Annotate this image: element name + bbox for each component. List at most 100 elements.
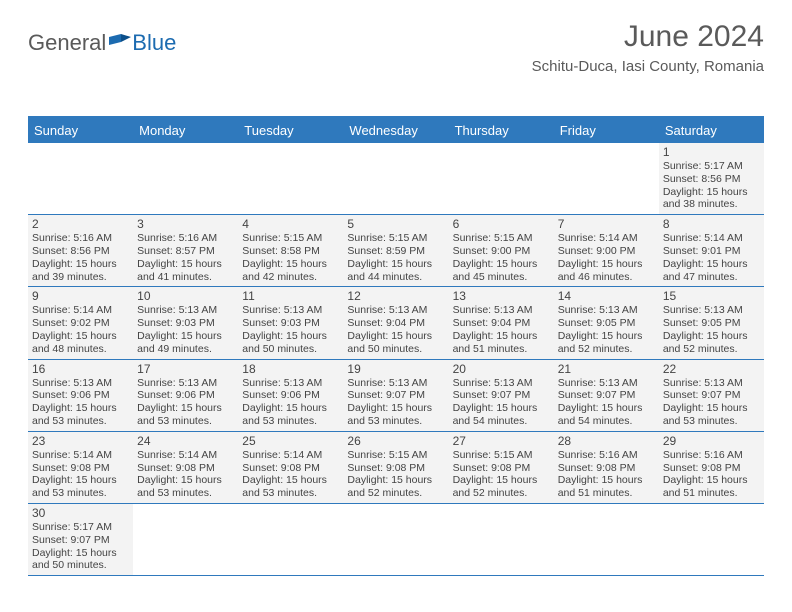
day-cell: 11Sunrise: 5:13 AMSunset: 9:03 PMDayligh… — [238, 287, 343, 358]
day-sunset: Sunset: 8:56 PM — [32, 245, 129, 258]
logo-text-general: General — [28, 30, 106, 56]
day-d1: Daylight: 15 hours — [137, 402, 234, 415]
day-d1: Daylight: 15 hours — [32, 402, 129, 415]
day-d2: and 54 minutes. — [558, 415, 655, 428]
day-cell: 2Sunrise: 5:16 AMSunset: 8:56 PMDaylight… — [28, 215, 133, 286]
location-label: Schitu-Duca, Iasi County, Romania — [532, 58, 764, 75]
day-sunset: Sunset: 9:08 PM — [347, 462, 444, 475]
day-d2: and 53 minutes. — [32, 415, 129, 428]
week-row: 9Sunrise: 5:14 AMSunset: 9:02 PMDaylight… — [28, 287, 764, 359]
weekday-tuesday: Tuesday — [238, 118, 343, 143]
day-sunset: Sunset: 8:56 PM — [663, 173, 760, 186]
day-cell: 10Sunrise: 5:13 AMSunset: 9:03 PMDayligh… — [133, 287, 238, 358]
day-sunrise: Sunrise: 5:13 AM — [558, 304, 655, 317]
day-d1: Daylight: 15 hours — [137, 474, 234, 487]
day-d1: Daylight: 15 hours — [558, 474, 655, 487]
day-cell: 3Sunrise: 5:16 AMSunset: 8:57 PMDaylight… — [133, 215, 238, 286]
day-d2: and 53 minutes. — [32, 487, 129, 500]
day-cell: 5Sunrise: 5:15 AMSunset: 8:59 PMDaylight… — [343, 215, 448, 286]
day-cell: 9Sunrise: 5:14 AMSunset: 9:02 PMDaylight… — [28, 287, 133, 358]
week-row: 23Sunrise: 5:14 AMSunset: 9:08 PMDayligh… — [28, 432, 764, 504]
day-cell-empty — [238, 143, 343, 214]
day-number: 20 — [453, 362, 550, 376]
day-d2: and 44 minutes. — [347, 271, 444, 284]
day-number: 2 — [32, 217, 129, 231]
day-d1: Daylight: 15 hours — [558, 258, 655, 271]
day-cell: 14Sunrise: 5:13 AMSunset: 9:05 PMDayligh… — [554, 287, 659, 358]
day-sunset: Sunset: 9:08 PM — [558, 462, 655, 475]
day-d2: and 52 minutes. — [453, 487, 550, 500]
day-sunrise: Sunrise: 5:15 AM — [453, 232, 550, 245]
day-number: 16 — [32, 362, 129, 376]
day-sunrise: Sunrise: 5:13 AM — [663, 304, 760, 317]
day-cell: 16Sunrise: 5:13 AMSunset: 9:06 PMDayligh… — [28, 360, 133, 431]
day-cell-empty — [554, 143, 659, 214]
day-d1: Daylight: 15 hours — [558, 402, 655, 415]
day-d2: and 48 minutes. — [32, 343, 129, 356]
day-d2: and 38 minutes. — [663, 198, 760, 211]
day-d1: Daylight: 15 hours — [32, 330, 129, 343]
day-number: 22 — [663, 362, 760, 376]
day-sunrise: Sunrise: 5:16 AM — [558, 449, 655, 462]
day-sunrise: Sunrise: 5:13 AM — [137, 304, 234, 317]
day-sunrise: Sunrise: 5:14 AM — [663, 232, 760, 245]
header: General Blue June 2024 Schitu-Duca, Iasi… — [28, 18, 764, 76]
day-cell: 8Sunrise: 5:14 AMSunset: 9:01 PMDaylight… — [659, 215, 764, 286]
day-cell-empty — [554, 504, 659, 575]
day-cell-empty — [133, 504, 238, 575]
day-sunset: Sunset: 9:07 PM — [453, 389, 550, 402]
day-d2: and 45 minutes. — [453, 271, 550, 284]
day-sunrise: Sunrise: 5:13 AM — [32, 377, 129, 390]
day-sunset: Sunset: 9:06 PM — [32, 389, 129, 402]
day-d1: Daylight: 15 hours — [453, 474, 550, 487]
day-cell: 4Sunrise: 5:15 AMSunset: 8:58 PMDaylight… — [238, 215, 343, 286]
day-number: 30 — [32, 506, 129, 520]
day-number: 10 — [137, 289, 234, 303]
day-sunset: Sunset: 9:06 PM — [137, 389, 234, 402]
day-cell: 30Sunrise: 5:17 AMSunset: 9:07 PMDayligh… — [28, 504, 133, 575]
day-sunset: Sunset: 9:07 PM — [347, 389, 444, 402]
day-sunrise: Sunrise: 5:17 AM — [663, 160, 760, 173]
day-d1: Daylight: 15 hours — [32, 258, 129, 271]
day-sunrise: Sunrise: 5:14 AM — [558, 232, 655, 245]
day-number: 23 — [32, 434, 129, 448]
day-cell: 23Sunrise: 5:14 AMSunset: 9:08 PMDayligh… — [28, 432, 133, 503]
day-cell: 17Sunrise: 5:13 AMSunset: 9:06 PMDayligh… — [133, 360, 238, 431]
day-sunrise: Sunrise: 5:15 AM — [242, 232, 339, 245]
day-d1: Daylight: 15 hours — [242, 402, 339, 415]
day-cell-empty — [238, 504, 343, 575]
day-sunset: Sunset: 9:04 PM — [453, 317, 550, 330]
day-sunset: Sunset: 8:58 PM — [242, 245, 339, 258]
day-d1: Daylight: 15 hours — [347, 402, 444, 415]
day-d1: Daylight: 15 hours — [663, 258, 760, 271]
weekday-wednesday: Wednesday — [343, 118, 448, 143]
day-sunrise: Sunrise: 5:16 AM — [663, 449, 760, 462]
day-sunrise: Sunrise: 5:13 AM — [242, 377, 339, 390]
day-number: 29 — [663, 434, 760, 448]
day-sunrise: Sunrise: 5:13 AM — [347, 304, 444, 317]
day-number: 15 — [663, 289, 760, 303]
day-sunset: Sunset: 9:01 PM — [663, 245, 760, 258]
day-d2: and 53 minutes. — [137, 415, 234, 428]
day-d2: and 51 minutes. — [453, 343, 550, 356]
day-d2: and 52 minutes. — [347, 487, 444, 500]
day-d2: and 52 minutes. — [663, 343, 760, 356]
day-d1: Daylight: 15 hours — [663, 402, 760, 415]
day-number: 1 — [663, 145, 760, 159]
day-d2: and 47 minutes. — [663, 271, 760, 284]
day-cell-empty — [343, 143, 448, 214]
day-cell: 13Sunrise: 5:13 AMSunset: 9:04 PMDayligh… — [449, 287, 554, 358]
day-sunrise: Sunrise: 5:16 AM — [32, 232, 129, 245]
day-cell: 25Sunrise: 5:14 AMSunset: 9:08 PMDayligh… — [238, 432, 343, 503]
day-sunset: Sunset: 9:00 PM — [558, 245, 655, 258]
day-sunrise: Sunrise: 5:14 AM — [32, 304, 129, 317]
day-cell-empty — [133, 143, 238, 214]
day-cell-empty — [28, 143, 133, 214]
day-cell-empty — [343, 504, 448, 575]
day-d2: and 42 minutes. — [242, 271, 339, 284]
day-number: 7 — [558, 217, 655, 231]
day-cell: 26Sunrise: 5:15 AMSunset: 9:08 PMDayligh… — [343, 432, 448, 503]
day-sunrise: Sunrise: 5:14 AM — [242, 449, 339, 462]
day-cell-empty — [449, 504, 554, 575]
day-cell: 15Sunrise: 5:13 AMSunset: 9:05 PMDayligh… — [659, 287, 764, 358]
